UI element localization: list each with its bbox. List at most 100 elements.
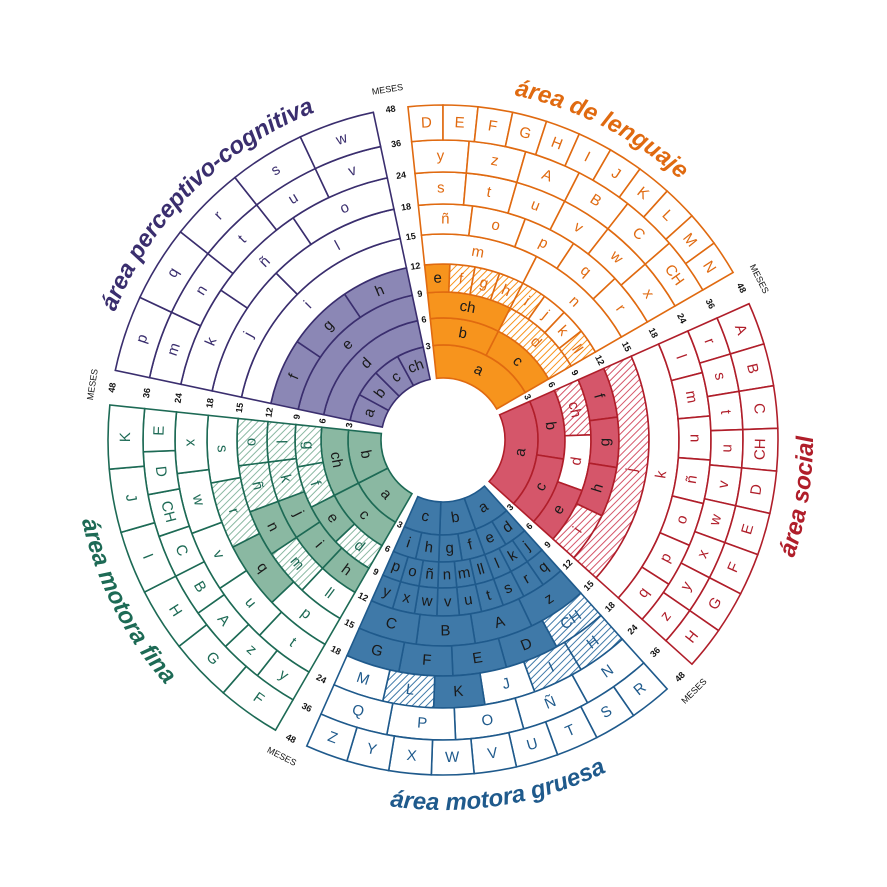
cell-letter: F <box>487 117 499 135</box>
cell-letter: w <box>420 592 434 610</box>
cell-letter: n <box>686 434 703 442</box>
month-label: 18 <box>329 644 342 657</box>
cell-letter: U <box>525 735 540 754</box>
month-label: 9 <box>417 288 424 299</box>
month-label: 36 <box>390 138 401 149</box>
cell-letter: f <box>466 536 475 554</box>
month-label: 36 <box>300 701 313 714</box>
cell-letter: c <box>420 507 432 525</box>
cell-letter: f <box>285 371 303 382</box>
cell-letter: CH <box>752 438 770 460</box>
month-label: 3 <box>395 519 404 530</box>
cell-letter: Y <box>365 740 379 759</box>
cell-letter: ch <box>405 356 426 377</box>
cell-letter: W <box>445 749 460 766</box>
cell-letter: n <box>443 566 452 583</box>
month-label: 15 <box>405 231 416 242</box>
cell-motora-fina-8-5 <box>107 404 146 471</box>
month-label: 15 <box>234 402 245 413</box>
cell-letter: J <box>500 675 512 693</box>
cell-letter: P <box>417 714 428 732</box>
cell-letter: E <box>150 425 167 436</box>
month-label: 24 <box>395 170 406 181</box>
month-label: 12 <box>593 353 606 366</box>
cell-letter: y <box>437 147 445 164</box>
month-label: 3 <box>505 502 516 513</box>
cell-letter: s <box>711 371 729 382</box>
sector-motora-fina: abcchdefghijklllmnñopqrstuvwxyzABCCHDEFG… <box>107 404 414 732</box>
cell-letter: l <box>272 440 289 444</box>
month-label: 24 <box>625 622 639 636</box>
cell-letter: K <box>453 683 464 701</box>
cell-letter: m <box>457 564 472 583</box>
month-label: 6 <box>421 314 428 325</box>
cell-letter: e <box>433 269 442 286</box>
cell-letter: D <box>747 483 766 497</box>
month-label: 3 <box>344 422 355 429</box>
cell-letter: j <box>290 507 307 519</box>
cell-letter: V <box>486 744 499 762</box>
meses-label: MESES <box>679 676 708 705</box>
cell-letter: b <box>450 508 461 526</box>
month-label: 15 <box>620 340 633 353</box>
cell-letter: A <box>492 613 507 632</box>
month-label: 24 <box>675 312 688 325</box>
month-label: 15 <box>343 617 356 630</box>
cell-letter: j <box>240 329 257 341</box>
cell-social-8-8 <box>664 609 720 666</box>
month-label: 18 <box>204 397 215 408</box>
cell-letter: s <box>214 445 231 453</box>
cell-letter: M <box>354 669 371 689</box>
month-label: 12 <box>263 407 274 418</box>
cell-letter: C <box>384 614 399 633</box>
month-label: 18 <box>647 326 660 339</box>
cell-letter: ñ <box>425 565 435 583</box>
cell-letter: L <box>405 681 415 699</box>
cell-letter: z <box>490 152 500 170</box>
cell-letter: w <box>706 512 726 528</box>
cell-letter: ch <box>327 450 347 469</box>
cell-letter: X <box>406 747 418 765</box>
cell-letter: m <box>470 243 485 262</box>
month-label: 48 <box>735 281 748 294</box>
cell-letter: g <box>596 438 613 447</box>
cell-letter: m <box>682 389 701 404</box>
cell-motora-gruesa-8-8 <box>305 713 358 762</box>
cell-letter: r <box>225 506 243 516</box>
cell-letter: v <box>715 479 733 490</box>
cell-letter: E <box>738 522 757 536</box>
cell-letter: b <box>542 421 560 431</box>
cell-letter: I <box>581 149 592 166</box>
month-label: 48 <box>284 732 297 745</box>
meses-label: MESES <box>748 263 771 296</box>
cell-letter: m <box>164 341 184 358</box>
cell-letter: g <box>299 441 316 450</box>
cell-letter: j <box>623 467 640 474</box>
meses-label: MESES <box>85 368 100 401</box>
cell-letter: x <box>182 439 199 447</box>
month-label: 15 <box>582 579 596 593</box>
cell-letter: f <box>590 392 608 401</box>
cell-letter: I <box>139 551 156 561</box>
cell-letter: E <box>471 649 484 667</box>
meses-label: MESES <box>266 745 299 768</box>
cell-letter: i <box>404 534 413 551</box>
cell-letter: o <box>407 562 419 580</box>
cell-letter: K <box>117 432 134 442</box>
cell-letter: v <box>444 593 452 610</box>
cell-letter: i <box>521 293 533 309</box>
cell-letter: b <box>357 449 375 460</box>
cell-letter: h <box>424 539 434 557</box>
month-label: 24 <box>315 672 328 685</box>
cell-letter: ch <box>564 400 584 419</box>
cell-letter: D <box>152 465 170 478</box>
cell-letter: E <box>454 114 465 132</box>
cell-letter: J <box>122 493 140 503</box>
month-label: 6 <box>317 418 328 425</box>
cell-letter: b <box>457 324 468 342</box>
month-label: 12 <box>356 590 369 603</box>
cell-letter: ñ <box>248 479 266 491</box>
